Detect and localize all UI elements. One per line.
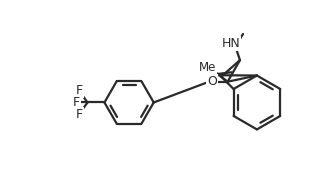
Text: F: F	[72, 96, 80, 109]
Text: Me: Me	[199, 61, 216, 74]
Text: HN: HN	[221, 37, 240, 50]
Text: F: F	[76, 84, 83, 97]
Text: O: O	[207, 75, 217, 88]
Text: F: F	[76, 108, 83, 120]
